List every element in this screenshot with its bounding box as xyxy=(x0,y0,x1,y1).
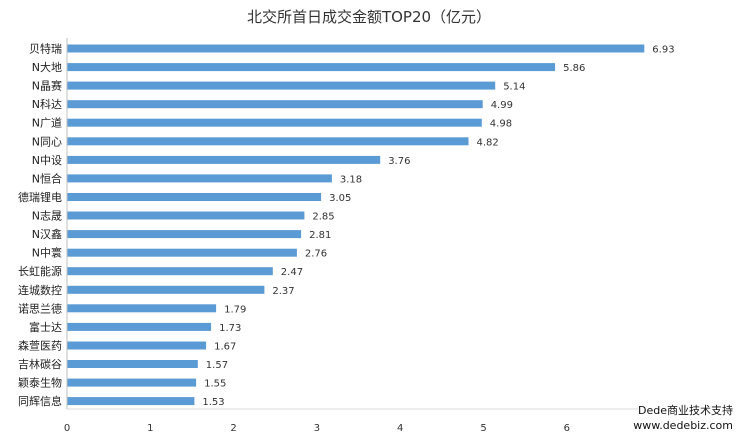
value-label: 1.57 xyxy=(206,360,228,371)
x-tick-label: 4 xyxy=(397,423,403,434)
value-label: 3.76 xyxy=(388,156,410,167)
x-tick-label: 1 xyxy=(147,423,153,434)
bar xyxy=(67,285,265,294)
value-label: 1.73 xyxy=(219,323,241,334)
value-label: 2.37 xyxy=(272,286,294,297)
bar xyxy=(67,397,195,406)
category-label: 富士达 xyxy=(29,320,62,334)
category-label: N中寰 xyxy=(32,246,62,260)
x-tick-label: 6 xyxy=(564,423,570,434)
watermark-line-2: www.dedebiz.com xyxy=(633,419,733,432)
category-label: 连城数控 xyxy=(18,283,62,297)
bar xyxy=(67,174,332,183)
bar xyxy=(67,137,469,146)
chart-title: 北交所首日成交金额TOP20（亿元） xyxy=(247,8,491,26)
x-tick-label: 3 xyxy=(314,423,320,434)
value-label: 2.76 xyxy=(305,249,327,260)
value-label: 1.53 xyxy=(202,397,224,408)
x-tick-label: 0 xyxy=(64,423,70,434)
value-label: 3.05 xyxy=(329,193,351,204)
bar xyxy=(67,230,302,239)
bar xyxy=(67,341,207,350)
category-label: N汉鑫 xyxy=(32,227,62,241)
category-label: 长虹能源 xyxy=(18,264,62,278)
category-label: N科达 xyxy=(32,97,62,111)
value-label: 6.93 xyxy=(652,45,674,56)
watermark-line-1: Dede商业技术支持 xyxy=(638,404,733,417)
bars-group xyxy=(67,44,645,406)
value-label: 4.82 xyxy=(477,137,499,148)
bar xyxy=(67,44,645,53)
category-label: N恒合 xyxy=(32,171,62,185)
value-label: 1.67 xyxy=(214,342,236,353)
category-label: N同心 xyxy=(32,135,62,148)
value-label: 1.79 xyxy=(224,304,246,315)
bar xyxy=(67,378,197,387)
value-label: 3.18 xyxy=(340,174,362,185)
category-label: 吉林碳谷 xyxy=(18,357,62,371)
category-label: 德瑞锂电 xyxy=(18,190,62,204)
x-tick-label: 2 xyxy=(230,423,236,434)
value-label: 4.98 xyxy=(490,119,512,130)
x-tick-labels: 0 1 2 3 4 5 6 xyxy=(64,423,570,434)
value-labels: 6.93 5.86 5.14 4.99 4.98 4.82 3.76 3.18 3.05 2.85… xyxy=(202,45,674,409)
x-tick-label: 5 xyxy=(480,423,486,434)
bar xyxy=(67,248,297,257)
category-label: N广道 xyxy=(32,116,62,130)
bar xyxy=(67,322,212,331)
bar xyxy=(67,304,217,313)
category-label: 森萱医药 xyxy=(18,339,62,353)
category-label: 诺思兰德 xyxy=(18,301,62,315)
bar xyxy=(67,118,482,127)
value-label: 2.47 xyxy=(281,267,303,278)
value-label: 5.86 xyxy=(563,63,585,74)
bar xyxy=(67,193,322,201)
bar xyxy=(67,155,381,164)
value-label: 2.81 xyxy=(309,230,331,241)
category-label: N中设 xyxy=(32,154,62,167)
category-label: 贝特瑞 xyxy=(29,42,62,56)
category-label: N志晟 xyxy=(32,210,62,223)
bar xyxy=(67,81,496,90)
bar xyxy=(67,360,198,368)
category-label: 颖泰生物 xyxy=(18,376,62,390)
category-label: 同辉信息 xyxy=(18,394,62,408)
value-label: 4.99 xyxy=(491,100,513,111)
category-label: N晶赛 xyxy=(32,79,62,93)
bar xyxy=(67,100,483,109)
category-label: N大地 xyxy=(32,60,62,74)
bar xyxy=(67,267,273,276)
bar xyxy=(67,211,305,220)
value-label: 2.85 xyxy=(312,212,334,223)
bar xyxy=(67,63,556,72)
value-label: 1.55 xyxy=(204,379,226,390)
value-label: 5.14 xyxy=(503,82,525,93)
